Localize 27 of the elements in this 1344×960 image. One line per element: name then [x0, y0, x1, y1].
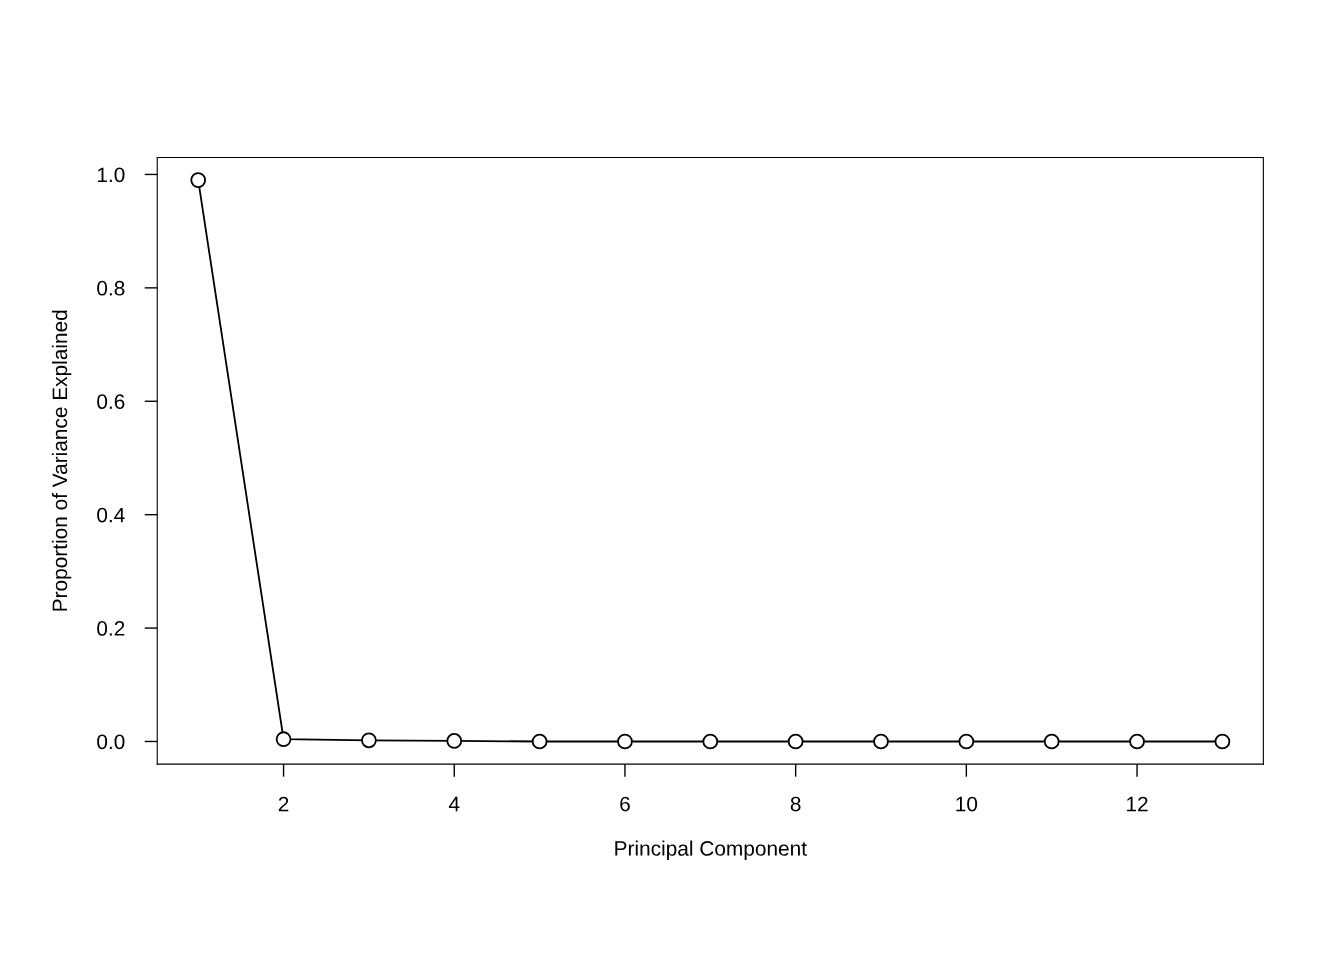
point — [190, 172, 207, 188]
point — [702, 733, 719, 750]
y-tick-label: 1.0 — [97, 167, 125, 183]
point — [617, 733, 633, 750]
x-tick-label: 4 — [448, 796, 460, 812]
point — [275, 731, 292, 748]
x-tick-label: 2 — [278, 796, 289, 812]
y-tick-label: 0.2 — [97, 621, 125, 636]
y-tick-label: 0.4 — [97, 507, 125, 523]
y-tick-label: 0.6 — [97, 394, 125, 410]
x-tick-label: 12 — [1127, 796, 1148, 812]
y-tick-label: 0.8 — [97, 280, 125, 296]
x-axis-title: Principal Component — [615, 840, 807, 860]
point — [531, 733, 548, 750]
point — [787, 733, 804, 750]
y-tick-label: 0.0 — [97, 734, 125, 750]
x-tick-label: 10 — [956, 796, 978, 812]
point — [1043, 733, 1060, 750]
x-tick-label: 6 — [620, 796, 630, 812]
y-axis-title: Proportion of Variance Explained — [51, 310, 72, 611]
point — [1214, 733, 1231, 750]
point — [958, 733, 975, 750]
point — [446, 733, 463, 749]
point — [361, 732, 377, 749]
x-tick-label: 8 — [790, 796, 801, 812]
point — [1129, 733, 1145, 750]
point — [873, 733, 889, 750]
